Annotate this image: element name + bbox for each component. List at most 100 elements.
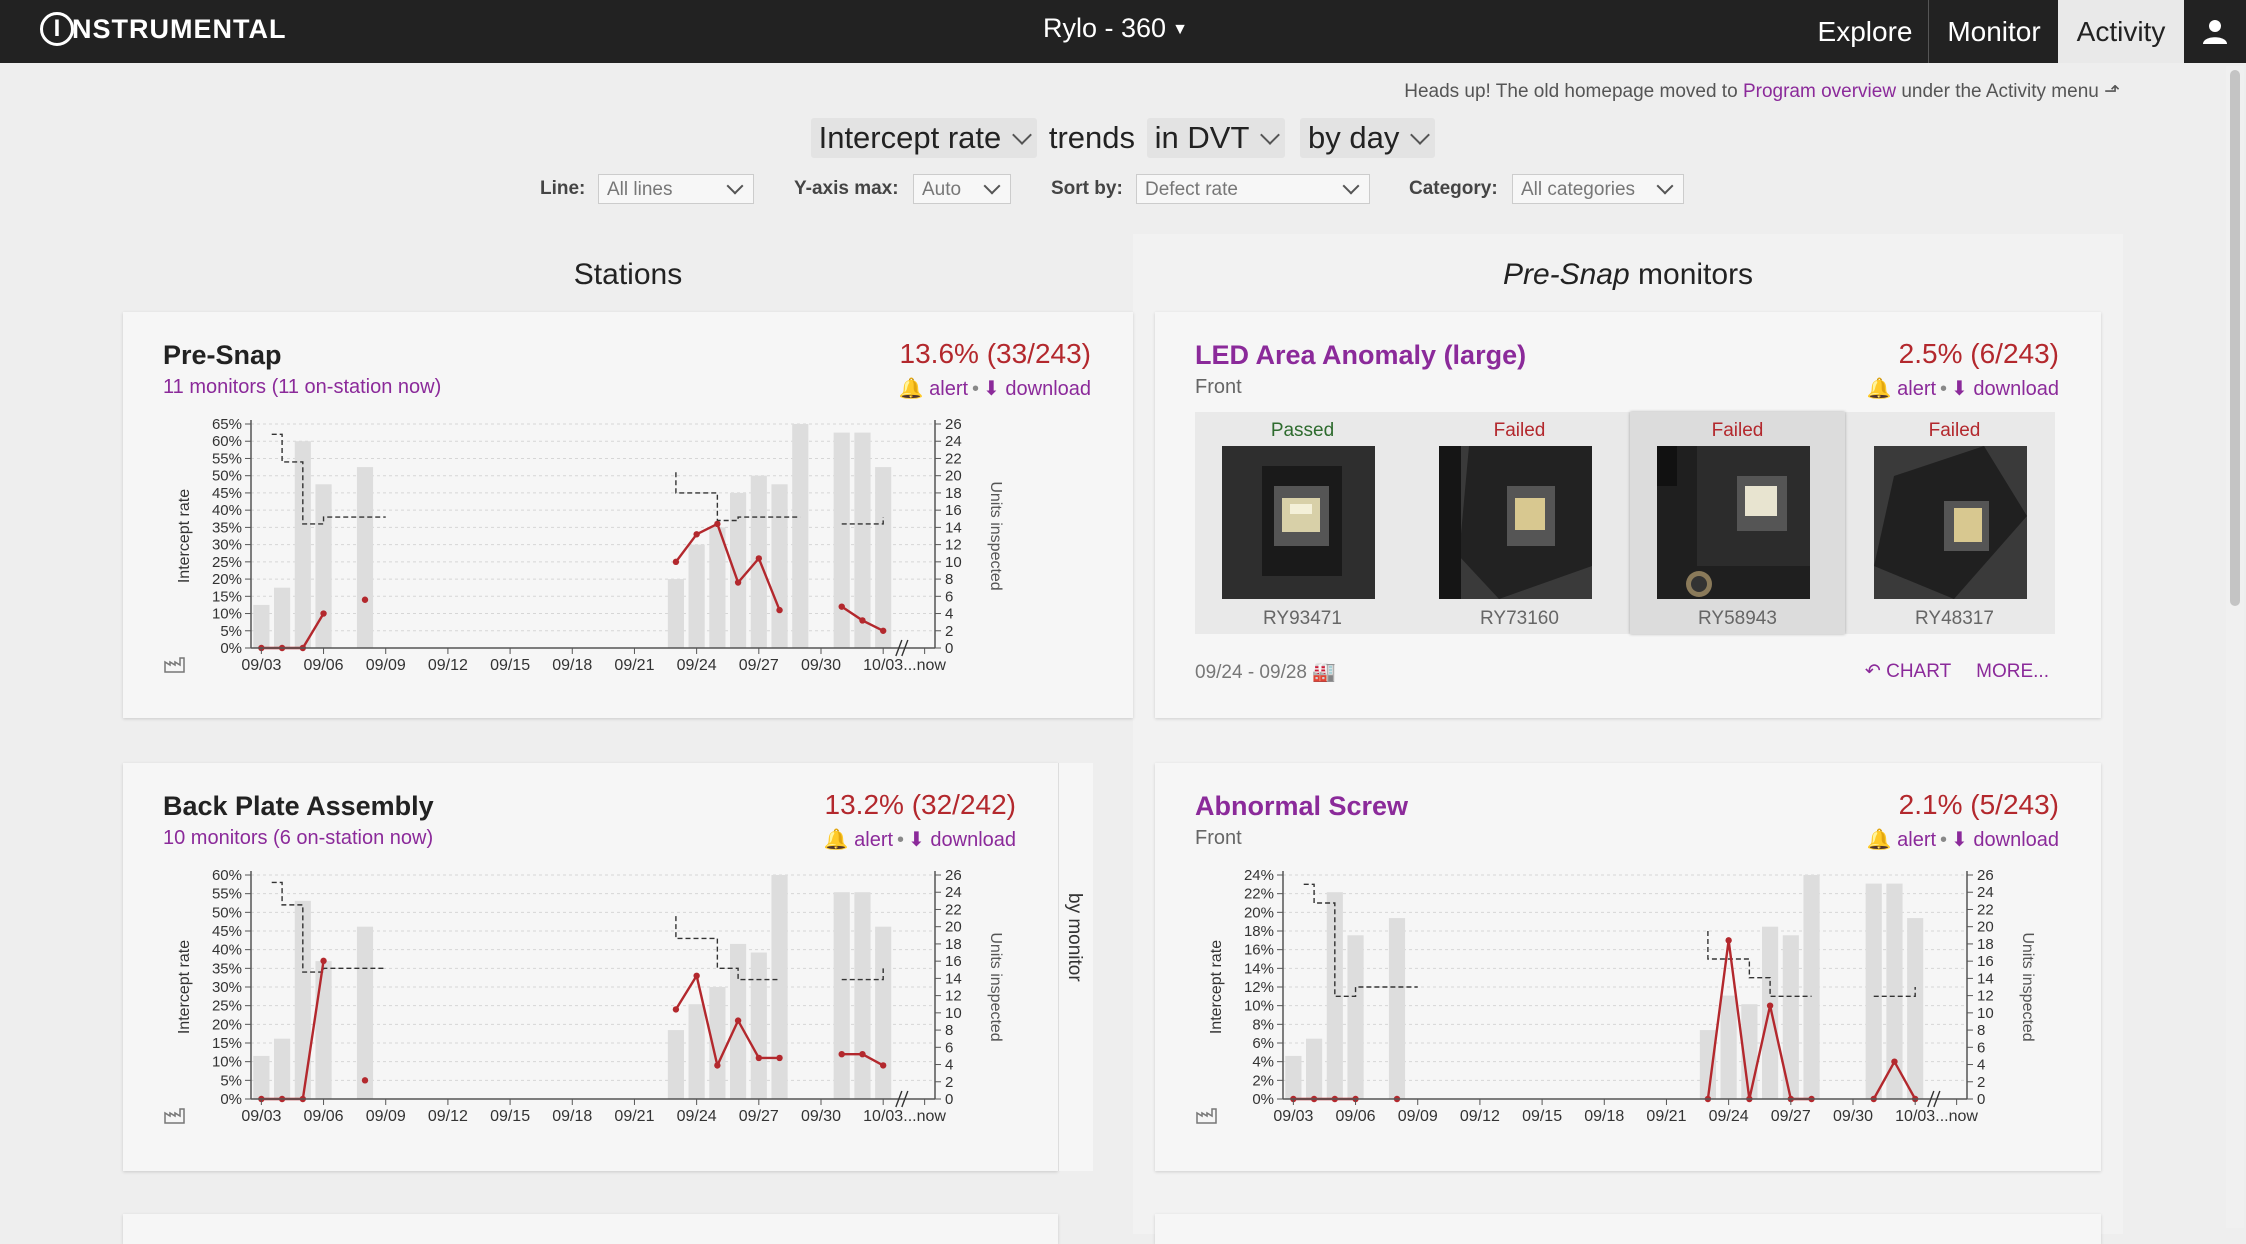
heads-up-notice: Heads up! The old homepage moved to Prog… — [1404, 80, 2120, 103]
bar — [750, 952, 767, 1099]
alert-link[interactable]: alert — [854, 829, 894, 851]
y2-axis-title: Units inspected — [987, 932, 1004, 1041]
program-selector[interactable]: Rylo - 360 ▼ — [1043, 13, 1188, 44]
card-title[interactable]: Abnormal Screw — [1195, 791, 1409, 821]
mean-line — [271, 433, 386, 525]
nav-explore[interactable]: Explore — [1817, 16, 1913, 47]
bar — [1326, 892, 1343, 1099]
download-link[interactable]: download — [1005, 378, 1091, 400]
y-axis-title: Intercept rate — [176, 940, 193, 1034]
card-subtitle: Front — [1195, 827, 1242, 849]
y2-tick-label: 12 — [945, 988, 962, 1005]
alert-link[interactable]: alert — [1897, 829, 1937, 851]
thumbnail[interactable]: Passed RY93471 — [1195, 412, 1410, 634]
alert-link[interactable]: alert — [929, 378, 969, 400]
x-tick-label: 09/12 — [428, 657, 468, 674]
card-subtitle[interactable]: 10 monitors (6 on-station now) — [163, 827, 434, 849]
monitor-card-abnormal-screw[interactable]: Abnormal Screw Front 2.1% (5/243) 🔔 aler… — [1155, 763, 2101, 1171]
card-actions: 🔔 alert • ⬇ download — [1867, 376, 2059, 401]
by-monitor-toggle[interactable]: by monitor — [1058, 763, 1093, 1171]
x-tick-label: 09/30 — [801, 657, 841, 674]
monitor-card-next[interactable] — [1155, 1214, 2101, 1244]
period-value: by day — [1308, 120, 1400, 155]
axis-break — [1927, 1090, 1935, 1108]
card-title[interactable]: Pre-Snap — [163, 340, 282, 370]
y-tick-label: 24% — [1244, 867, 1274, 884]
rate-point — [361, 1077, 369, 1084]
x-tick-label: 09/27 — [1771, 1108, 1811, 1125]
led-image — [1222, 446, 1375, 599]
nav-monitor[interactable]: Monitor — [1928, 0, 2059, 63]
y-tick-label: 5% — [220, 623, 242, 640]
y2-tick-label: 26 — [1977, 867, 1994, 884]
user-menu-button[interactable] — [2184, 0, 2246, 63]
trends-label: trends — [1048, 120, 1136, 155]
axis-break — [901, 1090, 909, 1108]
chart-link[interactable]: CHART — [1886, 661, 1951, 682]
station-card-next[interactable] — [123, 1214, 1058, 1244]
y2-tick-label: 14 — [945, 970, 962, 987]
alert-link[interactable]: alert — [1897, 378, 1937, 400]
thumbnail-image[interactable] — [1657, 446, 1810, 599]
ymax-filter-select[interactable]: Auto — [913, 174, 1011, 204]
y2-tick-label: 22 — [945, 450, 962, 467]
monitor-card-led-area-anomaly[interactable]: LED Area Anomaly (large) Front 2.5% (6/2… — [1155, 312, 2101, 718]
chevron-down-icon — [1260, 125, 1281, 145]
card-title[interactable]: LED Area Anomaly (large) — [1195, 340, 1527, 370]
station-card-back-plate-assembly[interactable]: Back Plate Assembly 10 monitors (6 on-st… — [123, 763, 1058, 1171]
card-subtitle: Front — [1195, 376, 1242, 398]
card-subtitle[interactable]: 11 monitors (11 on-station now) — [163, 376, 442, 398]
bar — [667, 1030, 684, 1099]
x-tick-label: 09/21 — [614, 657, 654, 674]
program-overview-link[interactable]: Program overview — [1742, 81, 1897, 102]
period-dropdown[interactable]: by day — [1300, 118, 1436, 158]
card-title[interactable]: Back Plate Assembly — [163, 791, 434, 821]
scrollbar-thumb[interactable] — [2230, 70, 2240, 606]
thumbnail-image[interactable] — [1874, 446, 2027, 599]
x-tick-label: 10/03 — [863, 657, 903, 674]
y-tick-label: 18% — [1244, 923, 1274, 940]
y2-tick-label: 20 — [945, 468, 962, 485]
y2-tick-label: 10 — [945, 554, 962, 571]
y-tick-label: 35% — [212, 960, 242, 977]
y-tick-label: 4% — [1252, 1054, 1274, 1071]
station-card-presnap[interactable]: Pre-Snap 11 monitors (11 on-station now)… — [123, 312, 1133, 718]
thumbnail[interactable]: Failed RY73160 — [1412, 412, 1627, 634]
instrumental-logo[interactable]: I NSTRUMENTAL — [40, 12, 286, 46]
chevron-down-icon — [1342, 177, 1360, 195]
build-dropdown[interactable]: in DVT — [1146, 118, 1286, 158]
download-link[interactable]: download — [1973, 829, 2059, 851]
y2-tick-label: 10 — [945, 1005, 962, 1022]
sort-filter-label: Sort by: — [1051, 178, 1123, 199]
metric-value: Intercept rate — [818, 120, 1002, 155]
mean-line — [1707, 931, 1812, 998]
download-link[interactable]: download — [930, 829, 1016, 851]
thumbnail-image[interactable] — [1439, 446, 1592, 599]
abnormal-screw-chart: 0%2%4%6%8%10%12%14%16%18%20%22%24%024681… — [1196, 867, 2036, 1125]
download-link[interactable]: download — [1973, 378, 2059, 400]
x-tick-label: 09/24 — [677, 1108, 717, 1125]
category-filter-select[interactable]: All categories — [1512, 174, 1684, 204]
thumbnail-selected[interactable]: Failed RY58943 — [1630, 412, 1845, 634]
more-link[interactable]: MORE... — [1976, 661, 2049, 682]
y2-tick-label: 16 — [945, 953, 962, 970]
bar — [730, 492, 747, 648]
nav-activity[interactable]: Activity — [2058, 0, 2184, 63]
thumbnail-image[interactable] — [1222, 446, 1375, 599]
metric-dropdown[interactable]: Intercept rate — [810, 118, 1038, 158]
chevron-down-icon — [1656, 177, 1674, 195]
page-scrollbar[interactable] — [2226, 66, 2244, 1228]
caret-down-icon: ▼ — [1172, 21, 1188, 38]
download-icon: ⬇ — [1951, 829, 1968, 851]
thumbnail[interactable]: Failed RY48317 — [1847, 412, 2062, 634]
category-filter-label: Category: — [1409, 178, 1498, 199]
line-filter-select[interactable]: All lines — [598, 174, 754, 204]
card-actions: 🔔 alert • ⬇ download — [899, 376, 1091, 401]
y-tick-label: 0% — [1252, 1091, 1274, 1108]
y-tick-label: 60% — [212, 433, 242, 450]
y-tick-label: 14% — [1244, 960, 1274, 977]
x-tick-label: 09/18 — [552, 1108, 592, 1125]
y2-tick-label: 6 — [945, 588, 953, 605]
ymax-filter-value: Auto — [922, 179, 962, 200]
sort-filter-select[interactable]: Defect rate — [1136, 174, 1370, 204]
